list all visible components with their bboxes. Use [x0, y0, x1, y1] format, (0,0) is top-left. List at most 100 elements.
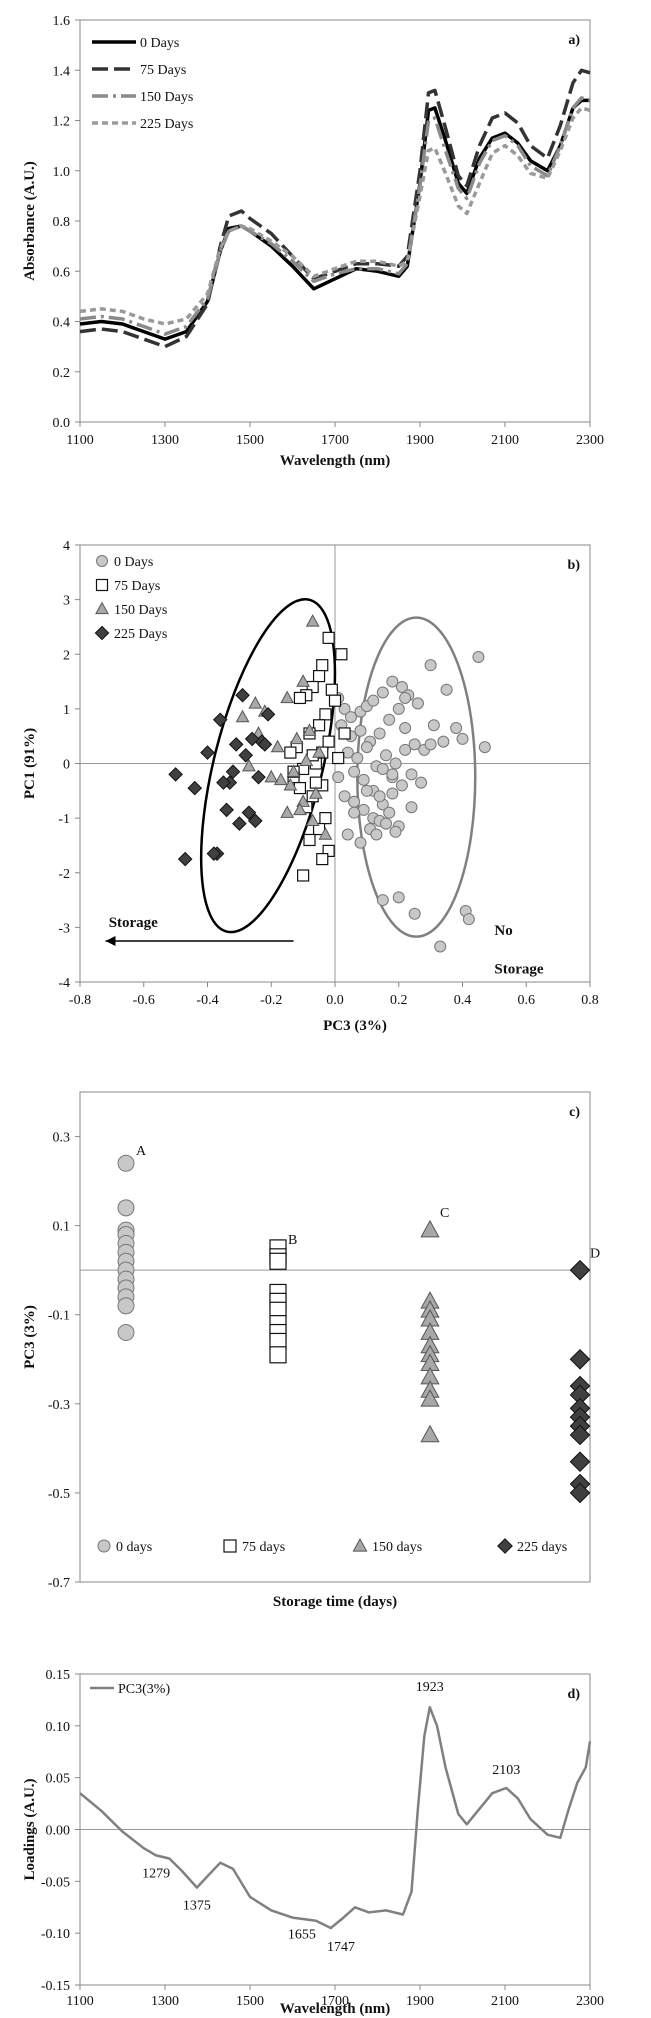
legend-label: 0 days [116, 1540, 152, 1555]
panel-label: c) [569, 1105, 580, 1120]
y-tick-label: 2 [63, 648, 70, 663]
peak-label: 1375 [183, 1899, 211, 1914]
data-point [351, 752, 364, 765]
data-point [408, 907, 421, 920]
data-point [305, 813, 320, 827]
data-point [244, 731, 260, 747]
x-tick-label: 1500 [236, 1994, 264, 2009]
storage-arrow-head [105, 936, 116, 947]
legend-label: 75 days [242, 1540, 285, 1555]
data-point [348, 795, 361, 808]
data-point [420, 1389, 440, 1407]
series-line [79, 106, 591, 326]
peak-label: 2103 [492, 1763, 520, 1778]
plot-frame [79, 19, 591, 423]
data-point [270, 739, 285, 753]
data-point [405, 768, 418, 781]
data-point [293, 691, 307, 705]
data-point [348, 765, 361, 778]
y-tick-label: 0.8 [53, 215, 71, 230]
y-tick-label: -4 [58, 976, 70, 991]
data-point [242, 758, 256, 772]
data-point [437, 735, 450, 748]
legend-label: 150 Days [114, 603, 167, 618]
legend-swatch [95, 578, 109, 592]
data-point [168, 767, 183, 782]
data-point [354, 836, 367, 849]
data-point [569, 1259, 591, 1281]
data-point [212, 712, 228, 728]
y-tick-label: 0.2 [53, 366, 71, 381]
data-point [344, 711, 357, 724]
data-point [328, 694, 342, 707]
data-point [424, 659, 437, 672]
x-tick-label: 1100 [66, 1994, 93, 2009]
x-tick-label: -0.2 [260, 993, 282, 1008]
y-tick-label: -3 [58, 921, 70, 936]
data-point [348, 806, 361, 819]
x-tick-label: 1500 [236, 433, 264, 448]
data-point [569, 1424, 591, 1446]
x-axis-title: Wavelength (nm) [280, 2001, 390, 2017]
y-tick-label: 1 [63, 703, 70, 718]
data-point [440, 683, 453, 696]
data-point [462, 913, 475, 926]
no-storage-label-line1: No [494, 923, 512, 939]
data-point [293, 802, 307, 816]
data-point [450, 721, 463, 734]
data-point [360, 741, 373, 754]
x-tick-label: 2300 [576, 1994, 604, 2009]
y-tick-label: -2 [58, 867, 70, 882]
y-tick-label: 0.6 [53, 265, 71, 280]
y-axis-title: Absorbance (A.U.) [22, 161, 38, 281]
data-point [280, 690, 295, 704]
y-axis-title: PC1 (91%) [22, 728, 38, 799]
data-point [269, 1346, 287, 1364]
x-tick-label: 1900 [406, 433, 434, 448]
data-point [200, 745, 215, 760]
x-tick-label: 1300 [151, 433, 179, 448]
data-point [420, 1424, 440, 1443]
data-point [338, 702, 351, 715]
data-point [306, 680, 319, 694]
data-point [338, 790, 351, 803]
legend-swatch [95, 601, 109, 615]
data-point [332, 771, 345, 784]
y-tick-label: -0.05 [41, 1875, 70, 1890]
data-point [299, 753, 314, 766]
data-point [235, 687, 250, 703]
x-tick-label: 0.6 [518, 993, 536, 1008]
panel-d: -0.15 -0.10 -0.05 0.00 0.05 0.10 0.15 1100 1300 1… [22, 1668, 604, 2017]
y-axis-title: Loadings (A.U.) [22, 1778, 38, 1880]
data-point [257, 737, 273, 752]
data-point [297, 869, 310, 882]
y-tick-label: 1.0 [53, 165, 71, 180]
data-point [296, 674, 311, 687]
group-letter: B [288, 1233, 297, 1248]
legend-swatch [94, 625, 110, 641]
y-tick-label: 0 [63, 758, 70, 773]
series-line [79, 98, 590, 341]
data-point [389, 757, 402, 770]
y-tick-label: -1 [58, 812, 70, 827]
x-tick-label: 1300 [151, 1994, 179, 2009]
data-point [335, 648, 348, 661]
data-point [341, 828, 354, 841]
panel-a: 0.0 0.2 0.4 0.6 0.8 1.0 1.2 1.4 1.6 1100 1300 1500 1… [22, 14, 604, 469]
data-point [322, 844, 335, 858]
y-tick-label: 0.1 [53, 1220, 71, 1235]
y-tick-label: 0.15 [46, 1668, 71, 1683]
y-tick-label: 1.6 [53, 14, 71, 29]
legend-label: 0 Days [114, 555, 153, 570]
peak-label: 1747 [327, 1940, 355, 1955]
data-point [325, 683, 338, 696]
data-point [241, 805, 257, 820]
y-tick-label: -0.15 [41, 1979, 70, 1994]
data-point [269, 1252, 287, 1270]
data-point [569, 1482, 591, 1504]
peak-label: 1923 [416, 1680, 444, 1695]
panel-b: -4 -3 -2 -1 0 1 2 3 4 -0.8 -0.6 -0.4 -0.2 0.0 0.2 0.4 0.… [22, 539, 599, 1034]
data-point [376, 762, 389, 775]
storage-label: Storage [109, 915, 158, 931]
y-tick-label: 0.10 [46, 1720, 71, 1735]
